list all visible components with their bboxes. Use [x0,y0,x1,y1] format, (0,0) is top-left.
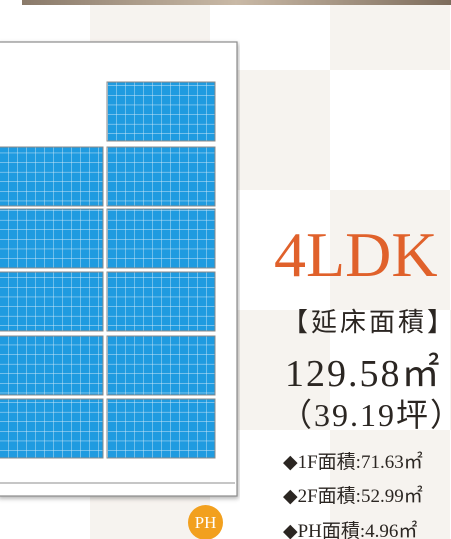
floor-area-label: 【延床面積】 [282,302,451,339]
solar-panel-diagram [0,38,240,538]
solar-panel [107,82,215,141]
detail-ph: ◆PH面積:4.96㎡ [283,516,417,539]
solar-panel [0,336,103,395]
layout-type: 4LDK [274,220,438,290]
ph-badge: PH [188,505,223,539]
solar-panel [107,209,215,268]
detail-2f: ◆2F面積:52.99㎡ [283,481,423,508]
detail-1f: ◆1F面積:71.63㎡ [283,447,423,474]
solar-panel [107,336,215,395]
solar-panel [0,209,103,268]
floor-area-tsubo: （39.19坪） [280,390,451,436]
solar-panel [0,147,103,206]
page: PH 4LDK 【延床面積】 129.58㎡ （39.19坪） ◆1F面積:71… [0,0,451,539]
solar-panel [107,399,215,458]
solar-panel [107,272,215,331]
solar-panel [0,272,103,331]
photo-edge [22,0,451,5]
solar-panel [107,147,215,206]
solar-panel [0,399,103,458]
floor-area-sqm: 129.58㎡ [285,342,442,397]
